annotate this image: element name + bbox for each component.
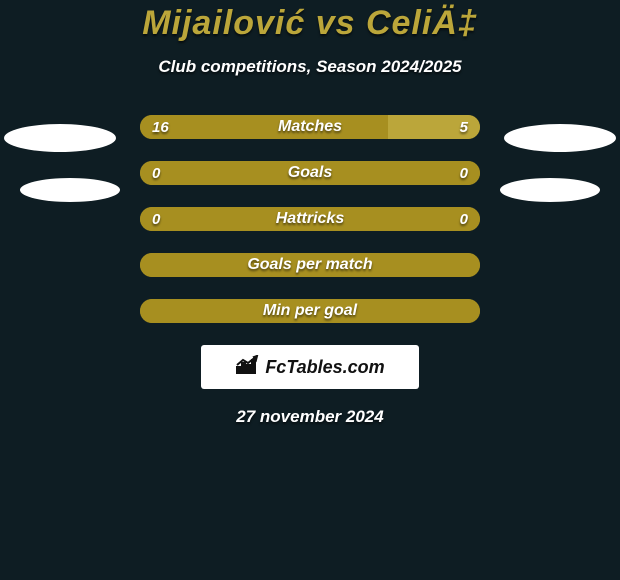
stat-bar-left	[140, 299, 480, 323]
stat-bar-left	[140, 253, 480, 277]
snapshot-date: 27 november 2024	[0, 407, 620, 427]
source-logo-text: FcTables.com	[265, 357, 384, 378]
stat-row: Min per goal	[0, 299, 620, 323]
stats-card: Mijailović vs CeliÄ‡ Club competitions, …	[0, 0, 620, 580]
stat-bar: Goals per match	[140, 253, 480, 277]
stat-row: Goals00	[0, 161, 620, 185]
source-logo: FcTables.com	[201, 345, 419, 389]
stat-bar-left	[140, 207, 480, 231]
stat-bar-left	[140, 115, 388, 139]
chart-icon	[235, 355, 261, 380]
stat-bar-right	[388, 115, 480, 139]
stat-row: Matches165	[0, 115, 620, 139]
stat-bar: Goals00	[140, 161, 480, 185]
stat-row: Goals per match	[0, 253, 620, 277]
stat-bar: Hattricks00	[140, 207, 480, 231]
stat-bar: Matches165	[140, 115, 480, 139]
page-subtitle: Club competitions, Season 2024/2025	[0, 57, 620, 77]
page-title: Mijailović vs CeliÄ‡	[0, 0, 620, 43]
stat-bar: Min per goal	[140, 299, 480, 323]
stat-row: Hattricks00	[0, 207, 620, 231]
stat-bar-left	[140, 161, 480, 185]
